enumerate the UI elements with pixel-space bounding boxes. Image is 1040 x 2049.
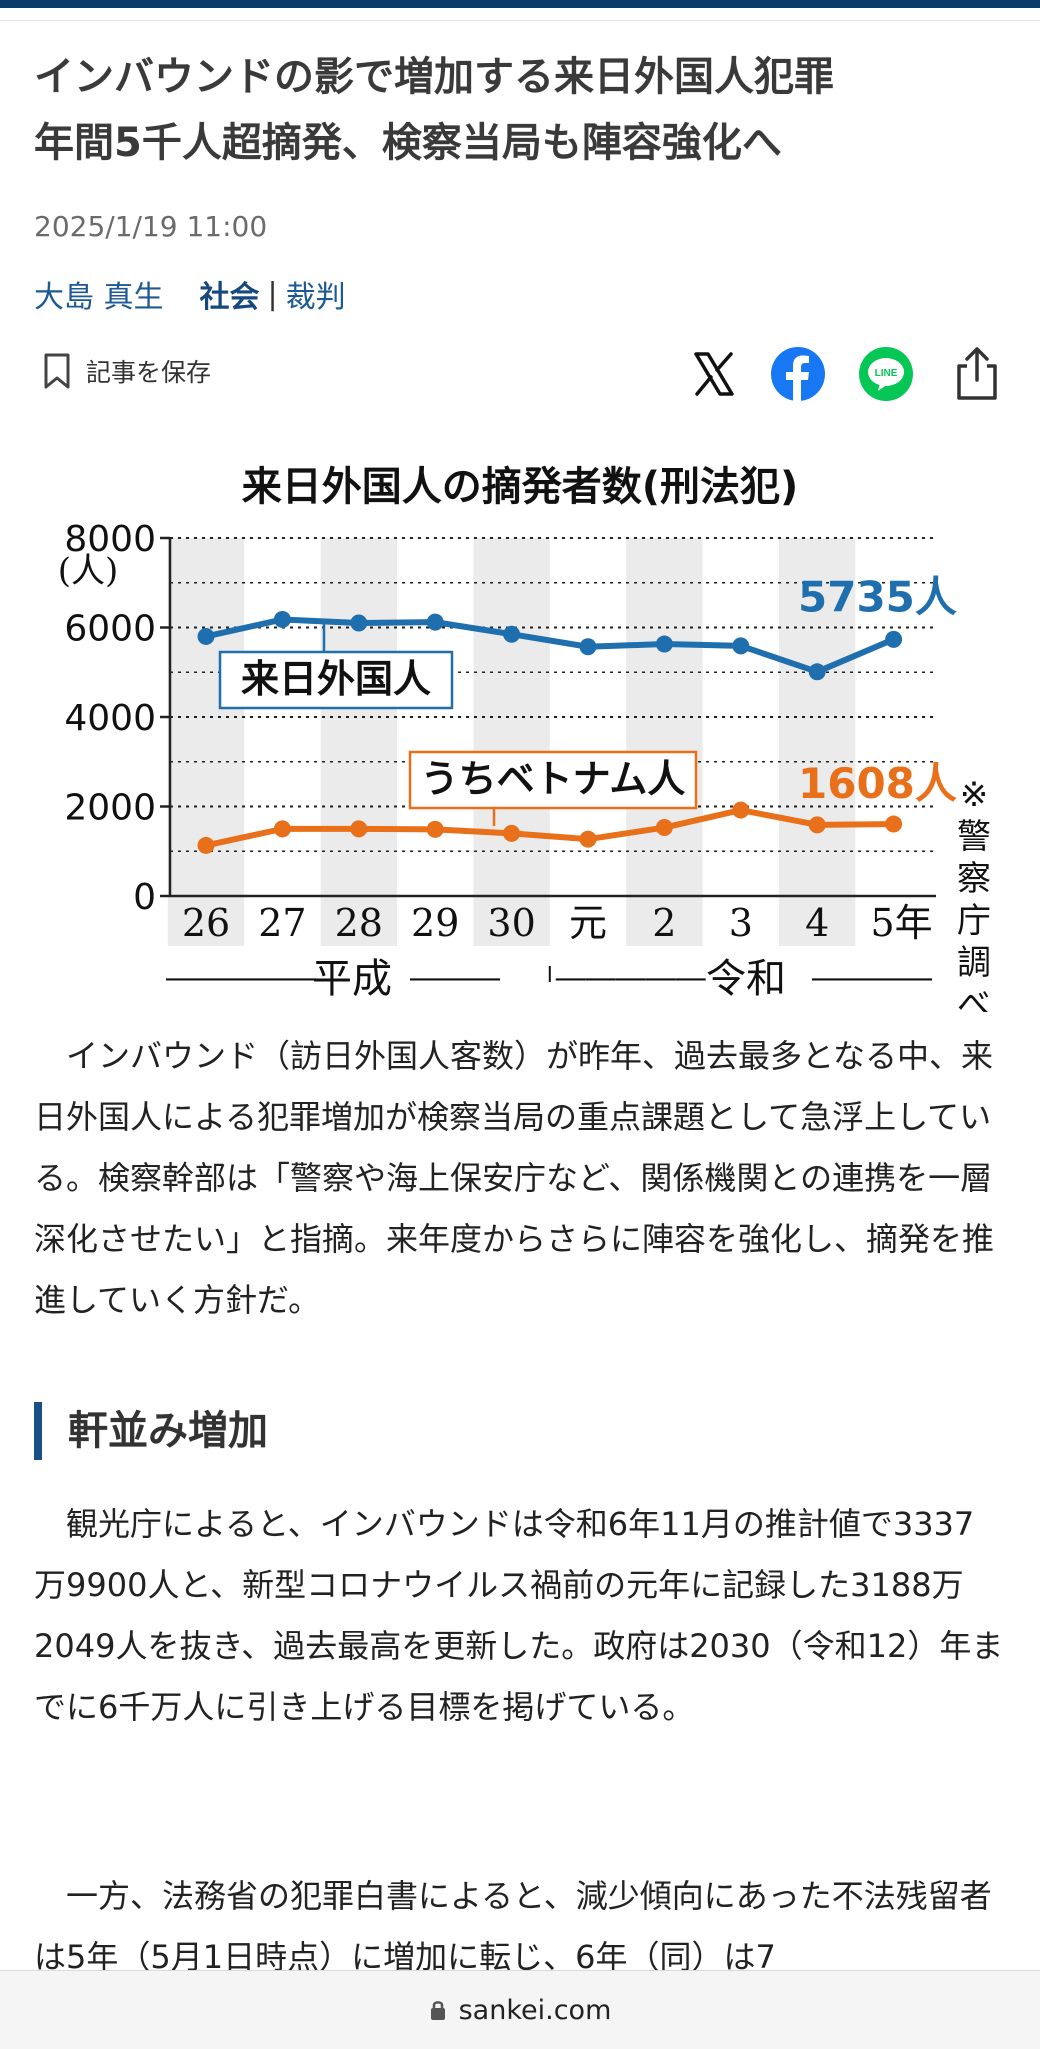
chart-point [273,610,291,628]
line-icon: LINE [859,347,913,401]
chart-era-label: 平成 [312,956,392,1002]
brand-top-bar [0,0,1040,8]
chart-band [167,538,245,946]
chart-x-tick-label: 2 [652,901,676,945]
article-paragraph-3: 一方、法務省の犯罪白書によると、減少傾向にあった不法残留者は5年（5月1日時点）… [34,1877,992,1976]
chart-point [808,816,826,834]
subcategory-link[interactable]: 裁判 [285,280,346,315]
chart-y-tick-label: 0 [133,877,156,918]
top-divider [0,20,1040,21]
chart-series-line [205,616,895,675]
section-heading: 軒並み増加 [34,1402,968,1460]
chart-canvas: 来日外国人の摘発者数(刑法犯) 8000 6000 4000 2000 0 (人) 26 27 2… [58,464,991,1012]
share-icon [957,347,997,400]
chart-y-tick-label: 4000 [64,698,156,739]
chart-end-value-label: 1608人 [798,759,957,808]
chart-series-label-box [408,750,698,810]
chart-series-label-box [218,650,454,710]
chart-x-tick-label: 27 [258,901,306,945]
chart-series-label: 来日外国人 [241,657,431,701]
chart-point [350,820,368,838]
chart-y-tick-label: 6000 [64,609,156,650]
chart-era-line: ――― [410,961,500,996]
category-link[interactable]: 社会 [199,280,260,315]
save-article-button[interactable]: 記事を保存 [42,352,211,390]
chart-source-note-char: ※ [960,775,989,815]
chart-y-tick-label: 2000 [64,788,156,829]
chart-x-tick-label: 30 [487,901,535,945]
browser-address-bar[interactable]: sankei.com [0,1970,1040,2049]
chart-point [579,830,597,848]
chart-point [808,663,826,681]
article-paragraph-2: 観光庁によると、インバウンドは令和6年11月の推計値で3337万9900人と、新… [34,1505,1004,1726]
chart-point [273,820,291,838]
chart-era-line: ――――― [556,961,706,996]
bookmark-icon [44,353,70,389]
svg-text:LINE: LINE [875,368,898,379]
chart-point [197,627,215,645]
chart-point [579,638,597,656]
chart-point [655,635,673,653]
chart-point [426,613,444,631]
chart-era-label: 令和 [706,956,786,1002]
article-title-line-2: 年間5千人超摘発、検察当局も陣容強化へ [34,120,782,166]
chart-point [426,820,444,838]
share-x-button[interactable] [686,346,742,406]
chart-source-note-char: 庁 [957,901,991,941]
chart-era-line: ―――― [812,961,932,996]
chart-band [320,538,397,946]
chart-point [732,637,750,655]
chart-end-value-label: 5735人 [798,572,957,621]
chart-point [503,824,521,842]
save-article-label: 記事を保存 [86,358,212,387]
chart-point [503,625,521,643]
share-sheet-button[interactable] [954,346,1000,406]
chart-y-tick-label: 8000 [64,519,156,560]
publish-date: 2025/1/19 11:00 [34,210,268,243]
chart-point [350,614,368,632]
byline: 大島 真生 社会 | 裁判 [34,272,346,316]
chart-y-unit-label: (人) [58,551,119,591]
chart-x-tick-label: 29 [411,901,459,945]
chart-x-tick-label: 26 [182,901,230,945]
chart-x-tick-label: 28 [335,901,383,945]
share-line-button[interactable]: LINE [858,346,914,406]
share-facebook-button[interactable] [770,346,826,406]
chart-source-note-char: 調 [957,943,991,983]
author-link[interactable]: 大島 真生 [34,280,164,315]
facebook-icon [771,347,825,401]
chart-series-line [205,807,894,849]
article-title-line-1: インバウンドの影で増加する来日外国人犯罪 [34,54,834,100]
crime-chart: 来日外国人の摘発者数(刑法犯) 8000 6000 4000 2000 0 (人) 26 27 2… [34,452,1006,1012]
chart-band [779,538,856,946]
article-paragraph-1: インバウンド（訪日外国人客数）が昨年、過去最多となる中、来日外国人による犯罪増加… [34,1037,995,1319]
chart-band [473,538,550,946]
chart-era-line: ――――― [166,961,316,996]
chart-point [732,801,750,819]
category-separator: | [267,276,278,312]
x-icon [694,352,734,396]
chart-x-tick-label: 元 [569,901,607,945]
chart-point [885,815,903,833]
chart-title: 来日外国人の摘発者数(刑法犯) [242,464,799,510]
chart-source-note-char: 察 [957,859,991,899]
chart-x-tick-label: 3 [729,901,753,945]
lock-icon [430,2001,445,2020]
chart-series-label: うちベトナム人 [421,757,686,801]
chart-point [655,819,673,837]
article-title: インバウンドの影で増加する来日外国人犯罪 年間5千人超摘発、検察当局も陣容強化へ [34,44,994,176]
chart-x-tick-label: 4 [805,901,829,945]
site-domain: sankei.com [458,1994,612,2026]
chart-source-note-char: 警 [957,817,991,857]
chart-point [885,630,903,648]
chart-source-note-char: べ [957,985,991,1012]
chart-point [197,836,215,854]
chart-x-tick-label: 5年 [871,901,933,945]
chart-band [626,538,703,946]
article-actions: 記事を保存 LINE [34,346,1006,406]
